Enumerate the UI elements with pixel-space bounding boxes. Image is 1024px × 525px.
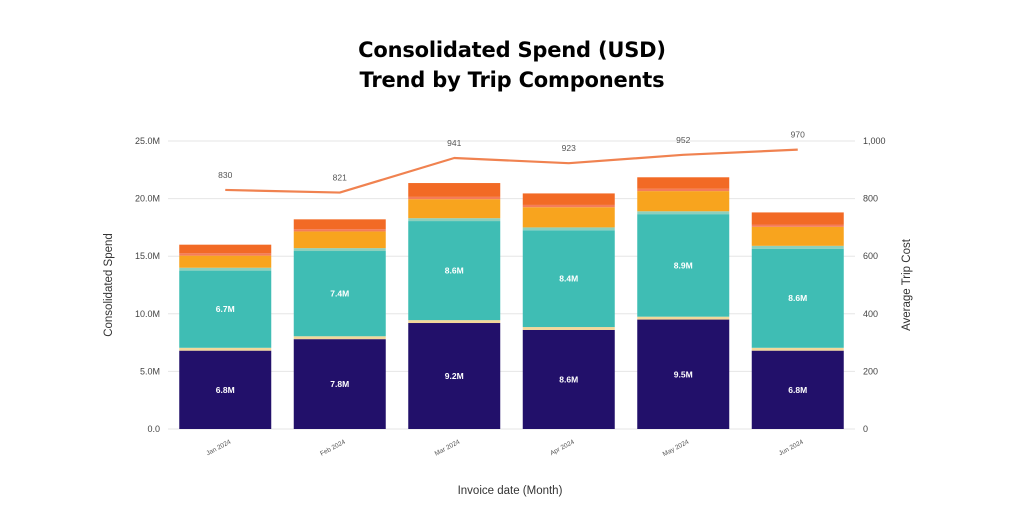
segment-value-label: 8.4M — [559, 274, 578, 284]
bar-segment — [751, 224, 844, 227]
y-tick-label: 5.0M — [140, 366, 160, 376]
x-tick-label: Feb 2024 — [319, 438, 347, 457]
y2-axis-label: Average Trip Cost — [901, 238, 913, 331]
bar-segment — [522, 329, 615, 429]
avg-cost-line: 830 821 941 923 952 970 — [218, 130, 805, 194]
x-tick-label: May 2024 — [662, 438, 691, 458]
bar-segment — [637, 188, 730, 192]
avg-cost-label: 970 — [791, 130, 805, 140]
segment-value-label: 7.4M — [330, 289, 349, 299]
bar-segment — [637, 316, 730, 320]
bar-segment — [408, 320, 501, 324]
bar-segment — [408, 199, 501, 219]
segment-value-label: 8.6M — [788, 293, 807, 303]
bar-segment — [179, 350, 272, 429]
segment-value-label: 7.8M — [330, 379, 349, 389]
bar-segment — [637, 214, 730, 317]
y-tick-label: 10.0M — [135, 309, 160, 319]
segment-value-label: 6.8M — [788, 385, 807, 395]
avg-cost-label: 923 — [562, 143, 576, 153]
x-tick-label: Jun 2024 — [778, 438, 805, 457]
bar-segment — [522, 207, 615, 228]
segment-value-label: 8.6M — [445, 266, 464, 276]
bar-segment — [293, 248, 386, 252]
segment-value-label: 8.6M — [559, 374, 578, 384]
y-tick-label: 20.0M — [135, 194, 160, 204]
bar-segment — [637, 319, 730, 429]
bar-segment — [408, 183, 501, 197]
bar-segment — [522, 193, 615, 205]
chart-title-line2: Trend by Trip Components — [359, 68, 665, 92]
bar-segment — [751, 350, 844, 429]
bar-segment — [637, 211, 730, 215]
bar-segment — [408, 221, 501, 321]
bar-segment — [293, 336, 386, 340]
y2-tick-label: 200 — [863, 366, 878, 376]
bar-segment — [408, 218, 501, 222]
bar-segment — [522, 204, 615, 208]
y2-tick-label: 400 — [863, 309, 878, 319]
bar-segment — [293, 229, 386, 232]
chart-title-line1: Consolidated Spend (USD) — [358, 38, 666, 62]
bar-segment — [293, 339, 386, 429]
bar-segment — [179, 270, 272, 348]
avg-cost-label: 830 — [218, 170, 232, 180]
bar-segment — [293, 231, 386, 249]
x-tick-label: Jan 2024 — [205, 438, 232, 457]
bar-segment — [522, 327, 615, 330]
bar-segment — [179, 244, 272, 254]
y2-tick-label: 1,000 — [863, 136, 886, 146]
bar-segment — [179, 253, 272, 256]
x-tick-label: Mar 2024 — [434, 438, 462, 457]
segment-value-label: 8.9M — [674, 260, 693, 270]
bar-segment — [179, 255, 272, 268]
bar-segment — [179, 347, 272, 351]
bar-segment — [408, 323, 501, 429]
bar-segment — [751, 245, 844, 249]
avg-cost-label: 952 — [676, 135, 690, 145]
bar-segment — [293, 251, 386, 337]
grid-lines — [168, 140, 855, 430]
y-tick-label: 15.0M — [135, 251, 160, 261]
bar-segment — [293, 219, 386, 230]
segment-value-label: 9.2M — [445, 371, 464, 381]
x-tick-label: Apr 2024 — [549, 438, 576, 457]
avg-cost-label: 821 — [333, 173, 347, 183]
segment-value-label: 9.5M — [674, 369, 693, 379]
bar-segment — [522, 227, 615, 231]
y2-tick-label: 0 — [863, 424, 868, 434]
bar-segment — [637, 191, 730, 212]
x-axis-label: Invoice date (Month) — [458, 485, 563, 497]
avg-cost-label: 941 — [447, 138, 461, 148]
y-tick-label: 0.0 — [147, 424, 160, 434]
y2-tick-label: 600 — [863, 251, 878, 261]
bar-segment — [637, 177, 730, 189]
bar-segment — [408, 196, 501, 200]
bars: 6.8M 6.7M 7.8M 7.4M 9.2M 8.6M 8.6M 8.4M 9.5M 8.9M… — [179, 177, 844, 429]
segment-value-label: 6.8M — [216, 385, 235, 395]
segment-value-label: 6.7M — [216, 304, 235, 314]
bar-segment — [522, 230, 615, 328]
bar-segment — [751, 226, 844, 246]
y-axis-label: Consolidated Spend — [103, 233, 115, 337]
bar-segment — [179, 267, 272, 271]
bar-segment — [751, 347, 844, 351]
bar-segment — [751, 248, 844, 348]
y-tick-label: 25.0M — [135, 136, 160, 146]
avg-cost-polyline — [225, 148, 798, 194]
y2-tick-label: 800 — [863, 194, 878, 204]
bar-segment — [751, 212, 844, 225]
